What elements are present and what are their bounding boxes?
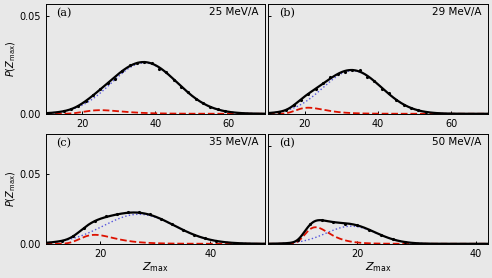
Text: (d): (d) [279,138,295,148]
Text: 50 MeV/A: 50 MeV/A [432,138,481,147]
X-axis label: $Z_{\rm max}$: $Z_{\rm max}$ [142,260,169,274]
Y-axis label: $P(Z_{\rm max})$: $P(Z_{\rm max})$ [4,171,18,207]
Text: (c): (c) [57,138,71,148]
Text: (a): (a) [57,8,72,18]
X-axis label: $Z_{\rm max}$: $Z_{\rm max}$ [365,260,391,274]
Text: 35 MeV/A: 35 MeV/A [209,138,259,147]
Text: 29 MeV/A: 29 MeV/A [432,8,481,18]
Y-axis label: $P(Z_{\rm max})$: $P(Z_{\rm max})$ [4,41,18,77]
Text: (b): (b) [279,8,295,18]
Text: 25 MeV/A: 25 MeV/A [209,8,259,18]
